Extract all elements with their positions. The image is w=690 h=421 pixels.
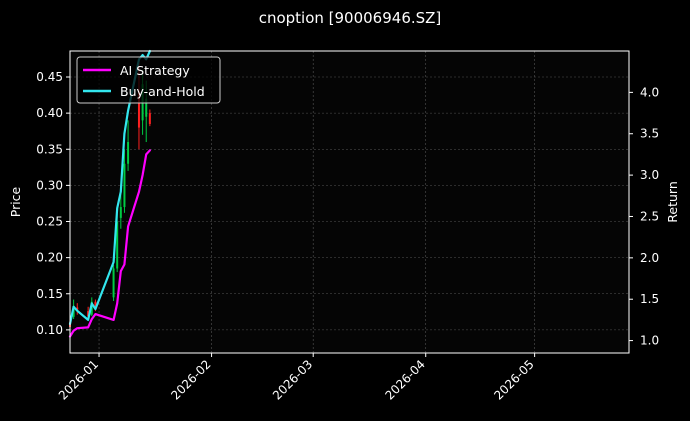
chart-title: cnoption [90006946.SZ]: [259, 9, 442, 27]
y-tick-label: 0.15: [36, 287, 63, 301]
candle-body: [148, 113, 151, 124]
y-right-tick-label: 2.0: [640, 251, 659, 265]
candle-body: [127, 142, 130, 164]
y-tick-label: 0.25: [36, 215, 63, 229]
y-axis-right-label: Return: [665, 181, 680, 222]
candle-body: [94, 301, 97, 308]
y-right-tick-label: 3.5: [640, 127, 659, 141]
y-axis-right: 1.0 1.5 2.0 2.5 3.0 3.5 4.0: [629, 85, 659, 348]
legend-label-buy-and-hold: Buy-and-Hold: [120, 84, 205, 99]
candle-body: [137, 91, 140, 128]
y-tick-label: 0.45: [36, 70, 63, 84]
candle-body: [119, 207, 122, 218]
candle-body: [87, 311, 90, 317]
y-tick-label: 0.20: [36, 251, 63, 265]
y-tick-label: 0.35: [36, 142, 63, 156]
legend-box: [76, 56, 221, 104]
y-tick-label: 0.30: [36, 178, 63, 192]
y-right-tick-label: 2.5: [640, 209, 659, 223]
candle-body: [145, 98, 148, 117]
legend: AI Strategy Buy-and-Hold: [76, 56, 221, 104]
y-tick-label: 0.40: [36, 106, 63, 120]
candle-body: [112, 268, 115, 298]
legend-label-ai-strategy: AI Strategy: [120, 63, 190, 78]
y-tick-label: 0.10: [36, 323, 63, 337]
y-right-tick-label: 1.0: [640, 334, 659, 348]
y-axis-label: Price: [8, 186, 23, 217]
y-axis-left: 0.10 0.15 0.20 0.25 0.30 0.35 0.40 0.45: [36, 70, 70, 337]
y-right-tick-label: 1.5: [640, 292, 659, 306]
plot-frame: [69, 50, 630, 354]
series-line-ai-strategy: [68, 149, 151, 338]
candle-body: [116, 221, 119, 269]
candle-body: [76, 307, 79, 310]
y-right-tick-label: 4.0: [640, 85, 659, 99]
y-right-tick-label: 3.0: [640, 168, 659, 182]
candle-body: [123, 163, 126, 208]
